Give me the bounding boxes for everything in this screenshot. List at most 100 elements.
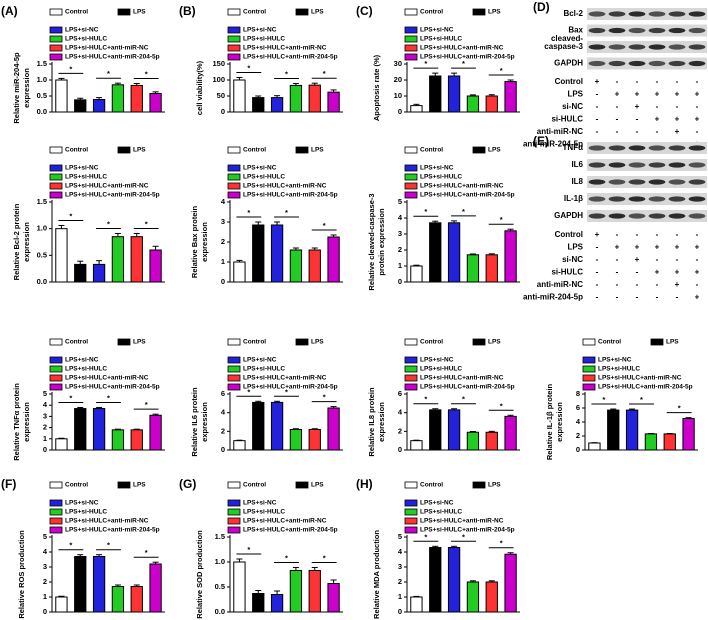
legend-swatch xyxy=(295,8,309,16)
band-label: GAPDH xyxy=(554,211,583,220)
y-tick-label: 6 xyxy=(576,403,580,412)
bar-chart: Control LPS LPS+si-NC LPS+si-HULC LPS+si-HUL… xyxy=(12,146,165,286)
panel-label: (E) xyxy=(533,134,549,148)
band-label: Bcl-2 xyxy=(563,9,583,18)
legend-label: LPS+si-HULC xyxy=(65,509,107,516)
y-axis-label: expression xyxy=(377,402,386,442)
bar xyxy=(270,401,284,451)
lane-mark: - xyxy=(616,293,619,302)
blot-band xyxy=(608,213,626,219)
blot-strip xyxy=(587,142,707,154)
significance-label: * xyxy=(285,387,288,396)
significance-label: * xyxy=(462,395,465,404)
legend-label: LPS+si-NC xyxy=(243,357,277,364)
panel-label: (C) xyxy=(356,4,373,18)
y-tick-label: 1 xyxy=(221,257,225,266)
legend-swatch xyxy=(227,526,241,534)
band-label: Bax xyxy=(568,26,583,35)
blot-band xyxy=(668,27,686,34)
bar xyxy=(447,222,461,283)
y-tick-label: 2 xyxy=(221,426,225,435)
bar xyxy=(308,428,321,451)
y-axis-label: cell viability(%) xyxy=(195,60,204,115)
bar xyxy=(149,249,162,283)
y-tick-label: 2 xyxy=(398,577,402,586)
legend-label: Control xyxy=(598,339,621,346)
legend-label: LPS+si-HULC xyxy=(420,174,462,181)
blot-strip xyxy=(587,57,707,70)
legend-swatch xyxy=(227,164,241,172)
legend-label: Control xyxy=(65,339,88,346)
bar xyxy=(55,228,68,283)
lane-mark: + xyxy=(595,230,600,239)
y-tick-label: 3 xyxy=(43,562,47,571)
bar xyxy=(410,265,423,283)
significance-label: * xyxy=(69,541,72,550)
legend-swatch xyxy=(49,481,63,489)
band-label: IL6 xyxy=(571,160,583,169)
legend-label: LPS xyxy=(488,147,501,154)
significance-label: * xyxy=(323,69,326,78)
blot-band xyxy=(648,60,666,67)
legend-label: LPS+si-HULC+anti-miR-204-5p xyxy=(65,192,160,199)
legend-swatch xyxy=(227,383,241,391)
y-tick-label: 100 xyxy=(212,75,225,84)
legend-label: LPS+si-NC xyxy=(420,357,454,364)
y-tick-label: 0 xyxy=(398,277,402,286)
legend-label: LPS+si-HULC+anti-miR-NC xyxy=(420,45,504,52)
legend-label: LPS+si-HULC+anti-miR-204-5p xyxy=(65,384,160,391)
y-tick-label: 1.0 xyxy=(215,557,225,566)
blot-band xyxy=(588,213,606,219)
y-tick-label: 2 xyxy=(43,577,47,586)
legend-label: Control xyxy=(420,482,443,489)
legend-label: LPS+si-HULC+anti-miR-NC xyxy=(598,375,682,382)
blot-band xyxy=(588,11,606,17)
blot-band xyxy=(668,179,686,185)
bar xyxy=(308,249,321,283)
legend-label: Control xyxy=(65,147,88,154)
blot-band xyxy=(628,11,646,17)
significance-label: * xyxy=(107,393,110,402)
significance-label: * xyxy=(424,395,427,404)
legend-label: LPS+si-HULC xyxy=(65,36,107,43)
blot-band xyxy=(608,196,626,202)
condition-label: si-HULC xyxy=(551,268,583,277)
lane-mark: + xyxy=(635,255,640,264)
legend-swatch xyxy=(227,146,241,154)
lane-mark: - xyxy=(696,102,699,111)
blot-band xyxy=(628,213,646,219)
blot-band xyxy=(668,213,686,219)
blot-band xyxy=(628,60,646,67)
legend-swatch xyxy=(49,35,63,43)
bar xyxy=(485,581,498,613)
lane-mark: + xyxy=(655,90,660,99)
bar-chart: (B) Control LPS LPS+si-NC LPS+si-HULC LPS+si-… xyxy=(179,4,343,116)
condition-label: si-NC xyxy=(562,102,583,111)
lane-mark: + xyxy=(615,90,620,99)
legend-label: LPS+si-HULC+anti-miR-NC xyxy=(243,375,327,382)
blot-band xyxy=(668,11,686,17)
blot-panel: (E) TNFα IL6 IL8 IL-1β GAPDH Control + - - - - - LPS -… xyxy=(523,134,707,302)
bar-chart: Control LPS LPS+si-NC LPS+si-HULC LPS+si-HUL… xyxy=(12,338,165,461)
bar xyxy=(308,570,321,613)
panel-label: (F) xyxy=(1,477,16,491)
legend-swatch xyxy=(472,481,486,489)
y-tick-label: 0.0 xyxy=(37,107,47,116)
lane-mark: - xyxy=(616,230,619,239)
significance-label: * xyxy=(462,207,465,216)
blot-band xyxy=(628,44,646,50)
legend-label: LPS xyxy=(133,9,146,16)
lane-mark: - xyxy=(676,255,679,264)
legend-label: Control xyxy=(65,482,88,489)
legend-swatch xyxy=(49,374,63,382)
lane-mark: + xyxy=(675,268,680,277)
lane-mark: - xyxy=(616,115,619,124)
lane-mark: + xyxy=(675,243,680,252)
significance-label: * xyxy=(424,532,427,541)
y-tick-label: 0 xyxy=(398,607,402,616)
blot-band xyxy=(668,145,686,151)
legend-swatch xyxy=(582,374,596,382)
bar xyxy=(233,261,246,283)
y-tick-label: 0 xyxy=(398,107,402,116)
lane-mark: + xyxy=(675,115,680,124)
